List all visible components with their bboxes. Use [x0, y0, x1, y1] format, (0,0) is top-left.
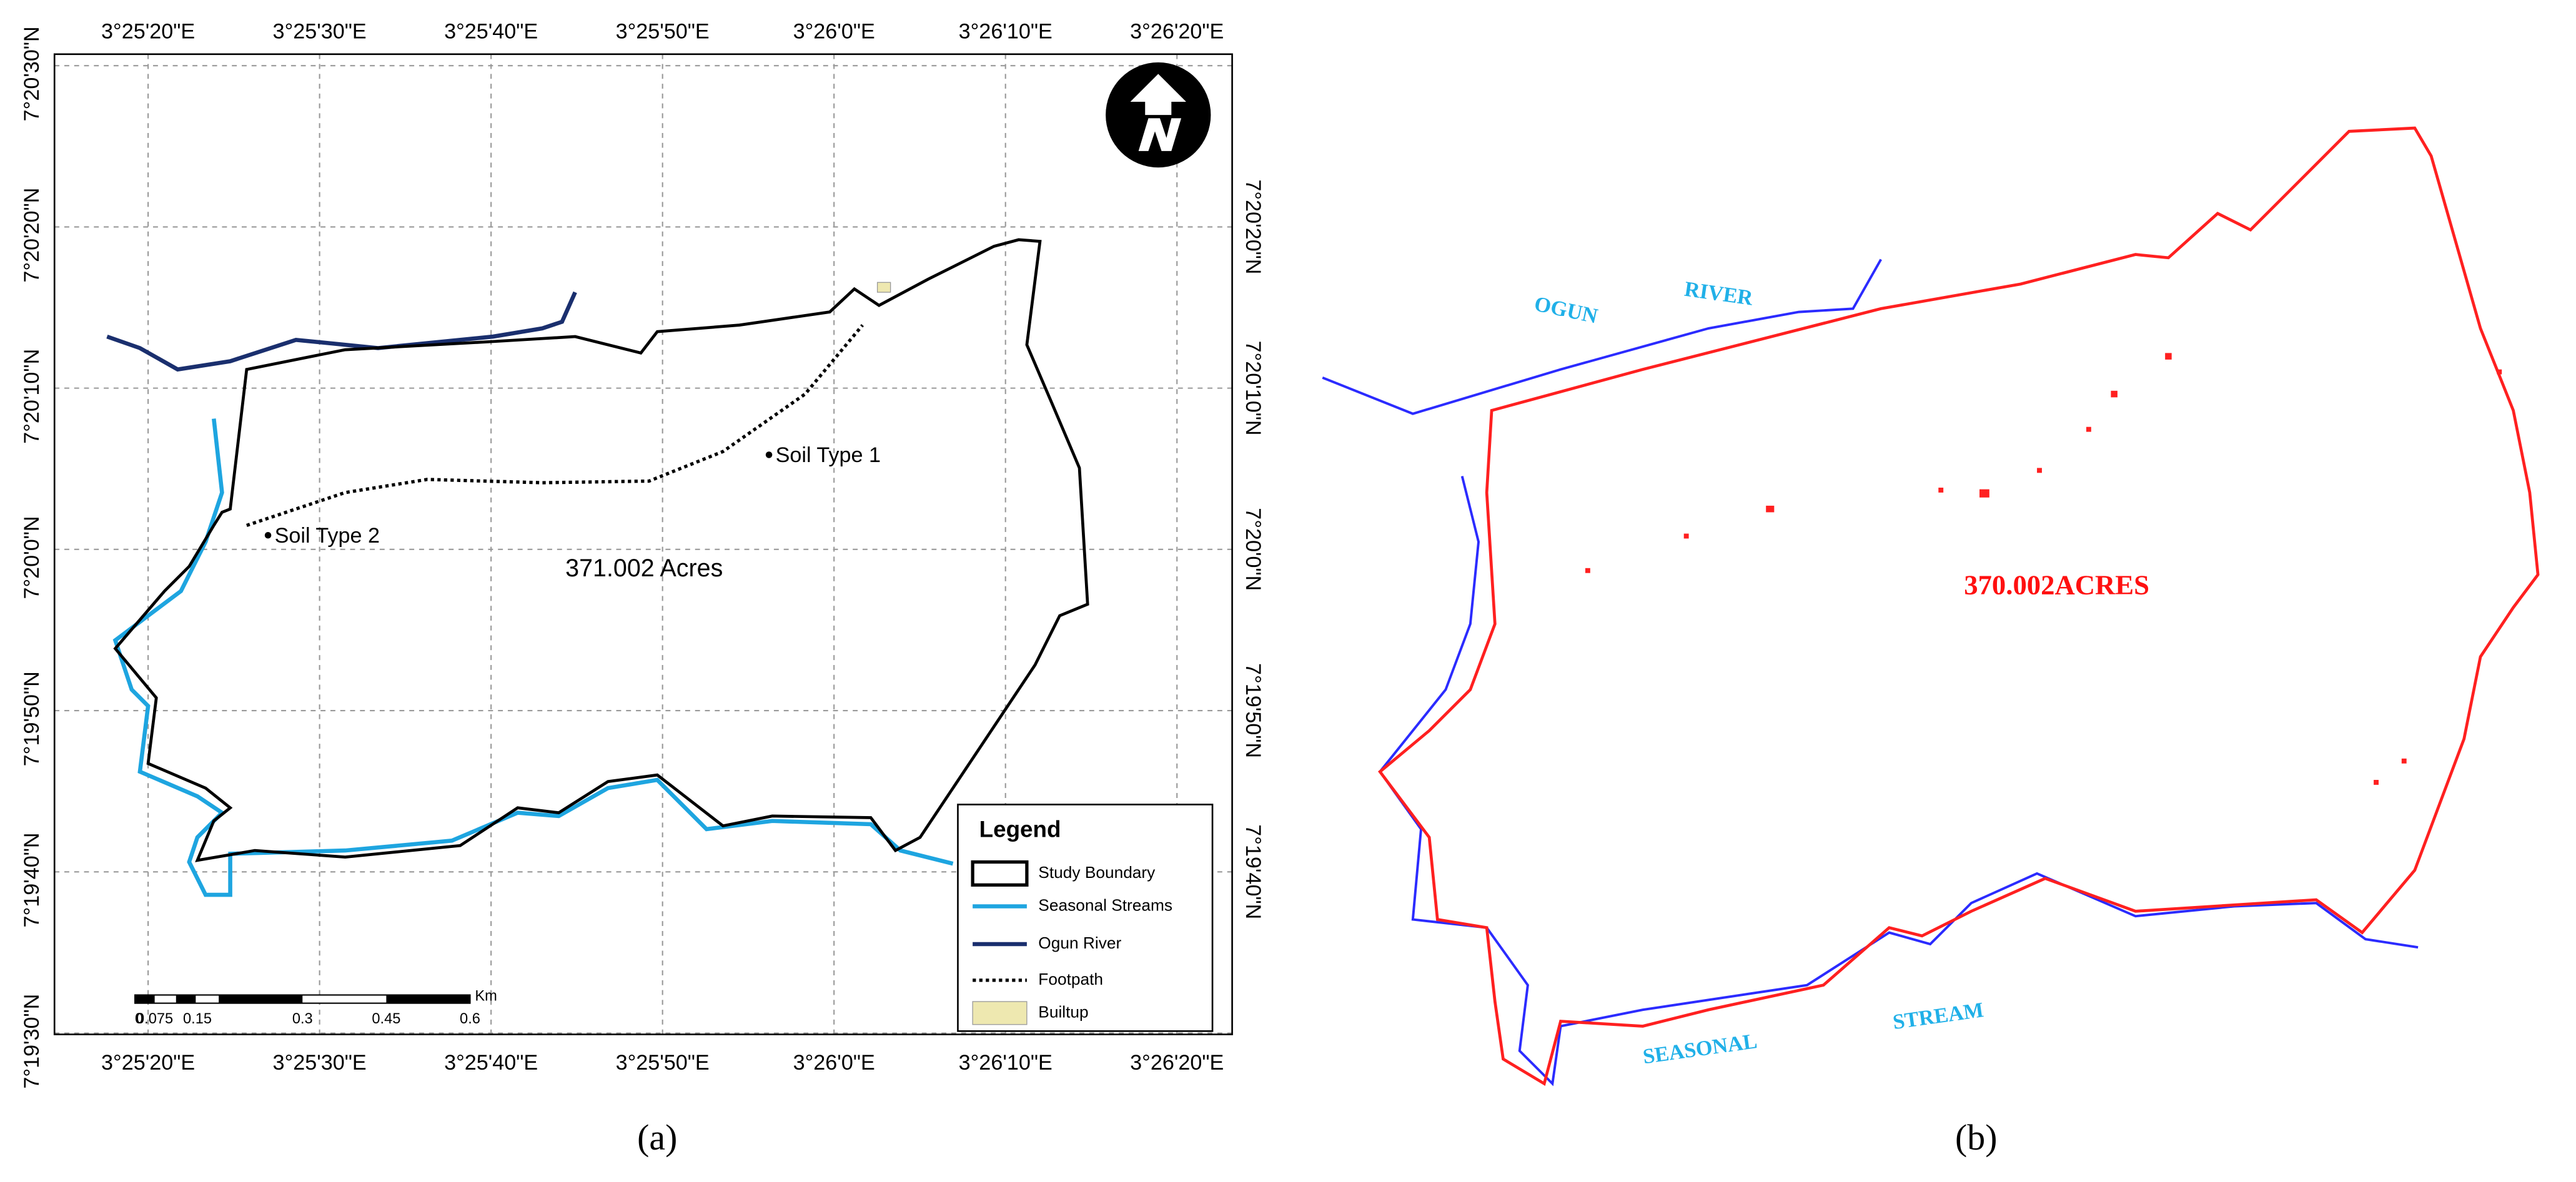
lat-label: 7°19'50"N: [20, 671, 44, 766]
footpath: [246, 323, 864, 527]
lat-label: 7°20'20"N: [1241, 179, 1265, 274]
caption: (a): [637, 1117, 677, 1158]
lon-label: 3°26'10"E: [959, 1051, 1053, 1075]
builtup: [876, 282, 891, 293]
lon-label: 3°25'30"E: [273, 1051, 367, 1075]
study-boundary: [113, 238, 1089, 862]
lat-label: 7°20'0"N: [20, 516, 44, 599]
soil-label: Soil Type 2: [275, 524, 380, 548]
scale-unit: Km: [475, 988, 497, 1004]
lon-label: 3°25'20"E: [101, 20, 195, 44]
lat-label: 7°20'20"N: [20, 188, 44, 283]
lon-label: 3°26'10"E: [959, 20, 1053, 44]
point: [264, 531, 272, 539]
north-arrow: [1106, 62, 1211, 168]
lat-label: 7°19'40"N: [1241, 824, 1265, 919]
survey-points: [1585, 353, 2502, 785]
lat-label: 7°19'30"N: [20, 994, 44, 1089]
point: [765, 451, 773, 458]
scale-label: 0.45: [372, 1011, 400, 1027]
legend-title: Legend: [979, 816, 1061, 842]
lon-label: 3°26'0"E: [793, 1051, 875, 1075]
ogun-river: [106, 291, 577, 372]
scale-label: 0.15: [183, 1011, 212, 1027]
boundary: [1378, 126, 2540, 1086]
lon-label: 3°26'20"E: [1130, 1051, 1224, 1075]
seasonal-stream: [1378, 476, 2419, 1086]
scale-bar: [134, 994, 471, 1004]
lat-label: 7°20'10"N: [1241, 341, 1265, 436]
legend: [957, 804, 1214, 1032]
seasonal-stream: [112, 418, 954, 897]
lat-label: 7°20'0"N: [1241, 508, 1265, 591]
lon-label: 3°25'40"E: [444, 1051, 538, 1075]
scale-label: 0: [135, 1011, 143, 1027]
lon-label: 3°26'20"E: [1130, 20, 1224, 44]
soil-label: Soil Type 1: [776, 443, 881, 467]
lat-label: 7°19'50"N: [1241, 663, 1265, 758]
lon-label: 3°25'40"E: [444, 20, 538, 44]
lon-label: 3°25'50"E: [616, 1051, 710, 1075]
area-label: 370.002ACRES: [1964, 569, 2149, 601]
legend-item: Seasonal Streams: [1038, 895, 1172, 914]
lon-label: 3°25'20"E: [101, 1051, 195, 1075]
legend-item: Footpath: [1038, 970, 1103, 988]
river-label: RIVER: [1683, 278, 1755, 310]
scale-label: 0.3: [292, 1011, 313, 1027]
legend-items: Study Boundary Seasonal Streams Ogun River…: [1038, 863, 1172, 1022]
map-frame: [53, 53, 1233, 1035]
lat-label: 7°20'10"N: [20, 349, 44, 444]
ogun-river: [1322, 259, 1882, 415]
scale-label: 0.6: [460, 1011, 480, 1027]
scale-labels: 00.075 0.15 0.3 0.45 0.6: [135, 1011, 480, 1027]
stream-label: STREAM: [1891, 998, 1985, 1034]
legend-item: Builtup: [1038, 1002, 1088, 1021]
lat-label: 7°19'40"N: [20, 832, 44, 927]
lon-label: 3°26'0"E: [793, 20, 875, 44]
lon-label: 3°25'30"E: [273, 20, 367, 44]
area-label: 371.002 Acres: [565, 554, 723, 582]
scale-label: 0.075: [136, 1011, 173, 1027]
river-label: OGUN: [1532, 292, 1600, 328]
legend-item: Ogun River: [1038, 933, 1121, 952]
lat-label: 7°20'30"N: [20, 26, 44, 121]
stream-label: SEASONAL: [1642, 1030, 1759, 1068]
caption: (b): [1955, 1117, 1997, 1158]
legend-item: Study Boundary: [1038, 863, 1156, 882]
lon-label: 3°25'50"E: [616, 20, 710, 44]
